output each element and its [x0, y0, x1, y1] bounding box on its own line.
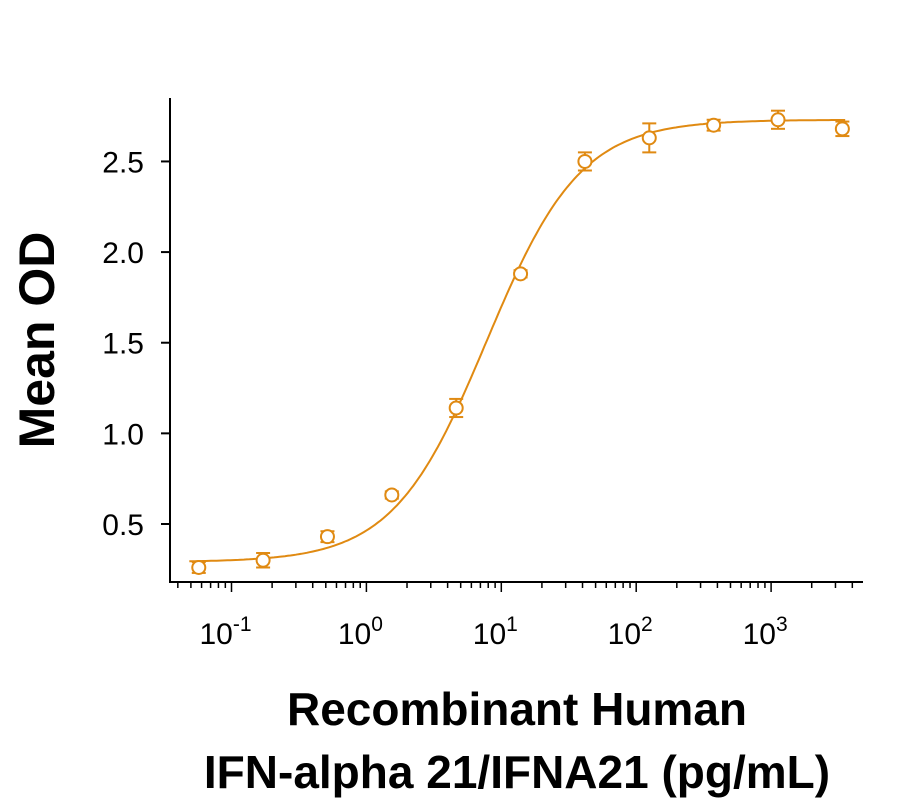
y-tick-label: 2.0 — [102, 237, 144, 270]
data-marker — [641, 130, 657, 146]
data-marker — [384, 487, 400, 503]
x-ticks: 10-1 100 101 102 103 — [177, 582, 854, 651]
data-marker — [191, 559, 207, 575]
data-point — [834, 120, 850, 138]
data-point — [513, 266, 529, 282]
y-axis-title: Mean OD — [9, 232, 65, 449]
x-axis-title-line-2: IFN-alpha 21/IFNA21 (pg/mL) — [204, 746, 830, 798]
x-tick-label: 100 — [338, 613, 383, 651]
y-tick-label: 0.5 — [102, 509, 144, 542]
data-marker — [706, 117, 722, 133]
data-points — [191, 109, 850, 575]
axes — [169, 98, 863, 583]
x-tick-label: 102 — [608, 613, 653, 651]
x-axis-title-line-1: Recombinant Human — [287, 683, 747, 735]
x-tick-label: 10-1 — [199, 613, 251, 651]
data-marker — [513, 266, 529, 282]
data-point — [770, 109, 786, 130]
data-point — [641, 122, 657, 154]
data-point — [191, 559, 207, 575]
data-marker — [448, 400, 464, 416]
y-tick-label: 2.5 — [102, 146, 144, 179]
data-marker — [770, 112, 786, 128]
data-marker — [577, 153, 593, 169]
y-ticks: 0.5 1.0 1.5 2.0 2.5 — [102, 146, 170, 542]
data-point — [384, 487, 400, 503]
data-point — [577, 151, 593, 172]
data-point — [448, 397, 464, 419]
x-tick-label: 101 — [473, 613, 518, 651]
data-point — [319, 529, 335, 545]
y-tick-label: 1.0 — [102, 418, 144, 451]
data-marker — [255, 552, 271, 568]
y-tick-label: 1.5 — [102, 328, 144, 361]
fit-curve — [189, 119, 846, 563]
data-point — [706, 117, 722, 133]
data-marker — [319, 529, 335, 545]
data-point — [255, 551, 271, 569]
x-tick-label: 103 — [743, 613, 788, 651]
data-marker — [834, 121, 850, 137]
